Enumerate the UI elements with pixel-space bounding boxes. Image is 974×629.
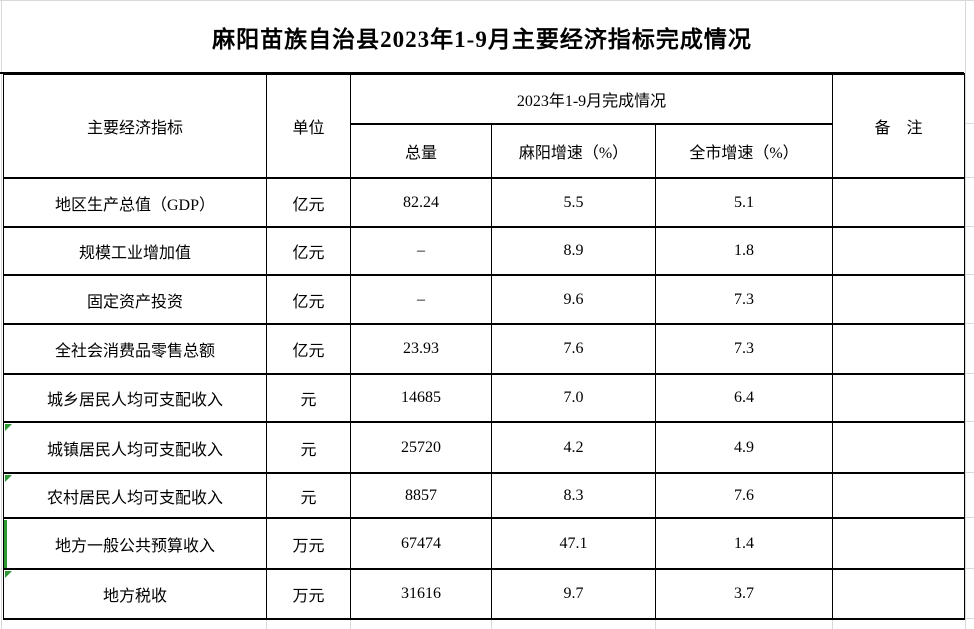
mayang-growth-cell: 47.1 [491,517,656,570]
gridline-stub [965,323,974,324]
unit-cell: 亿元 [266,274,351,325]
indicator-cell: 地方税收 [3,568,267,620]
gridline-stub [965,274,974,275]
table-row: 全社会消费品零售总额 亿元 23.93 7.6 7.3 [3,323,966,375]
city-growth-cell: 3.7 [654,568,834,620]
error-flag-bar [4,520,7,568]
city-growth-cell: 7.6 [654,472,834,519]
header-row-1: 主要经济指标 单位 2023年1-9月完成情况 备 注 [3,73,966,179]
header-unit: 单位 [266,73,351,179]
indicator-cell: 全社会消费品零售总额 [3,323,267,375]
city-growth-cell: 7.3 [654,274,834,325]
city-growth-cell: 5.1 [654,177,834,228]
error-flag-triangle-icon [5,475,12,482]
mayang-growth-cell: 4.2 [491,421,656,474]
total-cell: – [350,226,492,276]
city-growth-cell: 1.4 [654,517,834,570]
mayang-growth-cell: 5.5 [491,177,656,228]
indicator-cell: 农村居民人均可支配收入 [3,472,267,519]
total-cell: 14685 [350,373,492,423]
indicators-table: 主要经济指标 单位 2023年1-9月完成情况 备 注 总量 麻阳增速（%） 全… [3,73,966,620]
unit-cell: 亿元 [266,226,351,276]
gridline-stub [266,619,267,629]
header-indicator: 主要经济指标 [3,73,267,179]
unit-cell: 亿元 [266,323,351,375]
table-row: 规模工业增加值 亿元 – 8.9 1.8 [3,226,966,276]
gridline-stub [965,421,974,422]
header-mayang-growth: 麻阳增速（%） [491,123,656,179]
table-row: 城镇居民人均可支配收入 元 25720 4.2 4.9 [3,421,966,474]
mayang-growth-cell: 8.9 [491,226,656,276]
gridline-right-margin [965,0,966,629]
indicator-cell: 地方一般公共预算收入 [3,517,267,570]
total-cell: 31616 [350,568,492,620]
indicator-cell: 城乡居民人均可支配收入 [3,373,267,423]
header-city-growth: 全市增速（%） [654,123,834,179]
gridline-stub [965,123,974,124]
total-cell: 25720 [350,421,492,474]
remark-cell [832,177,966,228]
gridline-stub [965,373,974,374]
unit-cell: 亿元 [266,177,351,228]
mayang-growth-cell: 7.6 [491,323,656,375]
total-cell: 82.24 [350,177,492,228]
mayang-growth-cell: 9.6 [491,274,656,325]
gridline-left-edge [1,0,2,629]
remark-cell [832,421,966,474]
mayang-growth-cell: 8.3 [491,472,656,519]
table-row: 固定资产投资 亿元 – 9.6 7.3 [3,274,966,325]
total-cell: 67474 [350,517,492,570]
table-row: 地方税收 万元 31616 9.7 3.7 [3,568,966,620]
header-completion-group: 2023年1-9月完成情况 [349,73,834,125]
error-flag-triangle-icon [5,571,12,578]
remark-cell [832,323,966,375]
remark-cell [832,373,966,423]
city-growth-cell: 7.3 [654,323,834,375]
gridline-stub [965,226,974,227]
unit-cell: 元 [266,421,351,474]
remark-cell [832,274,966,325]
gridline-stub [965,472,974,473]
header-total: 总量 [350,123,492,179]
gridline-stub [832,619,833,629]
unit-cell: 元 [266,373,351,423]
gridline-stub [965,517,974,518]
table-row: 城乡居民人均可支配收入 元 14685 7.0 6.4 [3,373,966,423]
remark-cell [832,472,966,519]
unit-cell: 万元 [266,568,351,620]
title-underline [0,72,964,74]
unit-cell: 万元 [266,517,351,570]
total-cell: 8857 [350,472,492,519]
total-cell: 23.93 [350,323,492,375]
header-remarks: 备 注 [832,73,966,179]
indicator-cell: 规模工业增加值 [3,226,267,276]
indicator-cell: 地区生产总值（GDP） [3,177,267,228]
city-growth-cell: 4.9 [654,421,834,474]
table-row: 地方一般公共预算收入 万元 67474 47.1 1.4 [3,517,966,570]
header-row-2: 总量 麻阳增速（%） 全市增速（%） [4,123,965,179]
gridline-stub [491,619,492,629]
gridline-stub [965,568,974,569]
remark-cell [832,226,966,276]
table-row: 农村居民人均可支配收入 元 8857 8.3 7.6 [3,472,966,519]
gridline-stub [965,618,974,619]
mayang-growth-cell: 9.7 [491,568,656,620]
city-growth-cell: 1.8 [654,226,834,276]
remark-cell [832,517,966,570]
gridline-stub [965,177,974,178]
city-growth-cell: 6.4 [654,373,834,423]
table-row: 地区生产总值（GDP） 亿元 82.24 5.5 5.1 [3,177,966,228]
unit-cell: 元 [266,472,351,519]
gridline-top-edge [0,0,974,1]
gridline-stub [655,619,656,629]
indicator-cell: 固定资产投资 [3,274,267,325]
page-title: 麻阳苗族自治县2023年1-9月主要经济指标完成情况 [212,27,752,52]
gridline-stub [350,619,351,629]
indicator-cell: 城镇居民人均可支配收入 [3,421,267,474]
remark-cell [832,568,966,620]
mayang-growth-cell: 7.0 [491,373,656,423]
total-cell: – [350,274,492,325]
error-flag-triangle-icon [5,424,12,431]
